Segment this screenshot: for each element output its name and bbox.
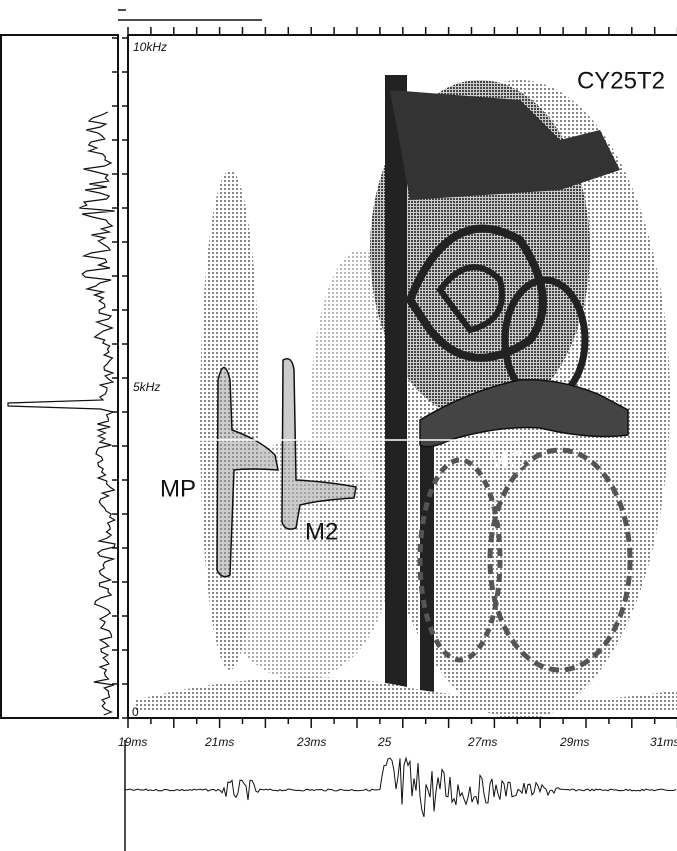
annotation: M2 bbox=[305, 518, 338, 545]
y-label: 5kHz bbox=[133, 380, 160, 394]
spectrum-panel bbox=[0, 34, 119, 719]
y-label: 10kHz bbox=[133, 40, 167, 54]
x-label: 29ms bbox=[559, 735, 589, 749]
x-label: 31ms bbox=[650, 735, 677, 749]
ticks bbox=[112, 27, 677, 728]
annotation: MC bbox=[488, 447, 525, 474]
spectrogram bbox=[135, 75, 677, 720]
x-label: 23ms bbox=[296, 735, 326, 749]
x-label: 19ms bbox=[118, 735, 147, 749]
annotation: MP bbox=[160, 475, 196, 502]
spectrum-line bbox=[7, 111, 117, 716]
x-labels: 19ms 21ms 23ms 25 27ms 29ms 31ms bbox=[118, 735, 677, 749]
y-label: 0 bbox=[132, 705, 139, 719]
x-label: 21ms bbox=[204, 735, 234, 749]
waveform bbox=[124, 756, 677, 818]
region-m2 bbox=[281, 358, 357, 530]
region-mp bbox=[216, 366, 279, 578]
spectrum bbox=[7, 111, 117, 716]
x-label: 27ms bbox=[467, 735, 497, 749]
x-label: 25 bbox=[377, 735, 392, 749]
figure-title: CY25T2 bbox=[577, 67, 665, 94]
